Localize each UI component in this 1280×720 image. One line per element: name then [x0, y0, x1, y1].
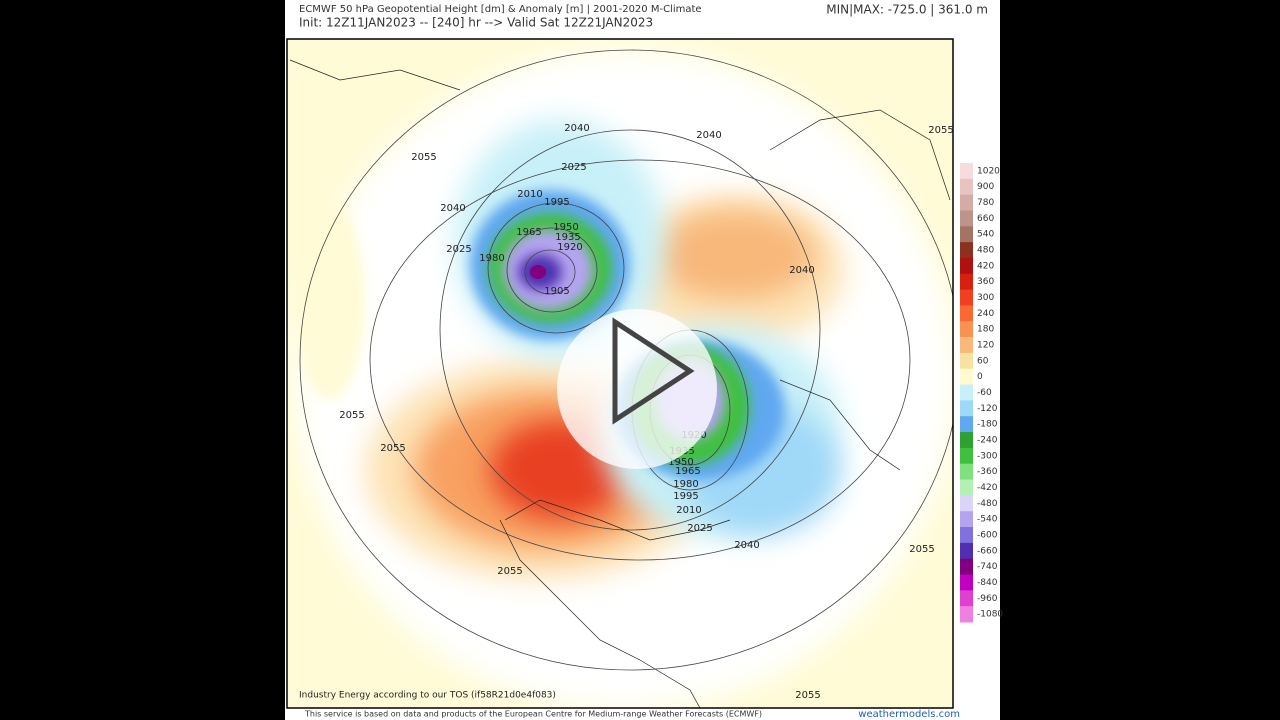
- colorbar-swatch: [960, 606, 973, 623]
- contour-label: 2010: [676, 505, 701, 516]
- colorbar-label: 360: [977, 277, 994, 287]
- colorbar-label: 180: [977, 325, 994, 335]
- contour-label: 2010: [517, 189, 542, 200]
- contour-label: 1980: [673, 479, 698, 490]
- contour-label: 2040: [789, 265, 814, 276]
- colorbar-swatch: [960, 511, 973, 528]
- colorbar-label: 660: [977, 214, 994, 224]
- colorbar-swatch: [960, 558, 973, 576]
- colorbar-swatch: [960, 163, 973, 180]
- colorbar-label: -300: [977, 451, 998, 461]
- contour-label: 2040: [440, 203, 465, 214]
- watermark: Industry Energy according to our TOS (if…: [299, 691, 556, 701]
- colorbar-swatch: [960, 432, 973, 449]
- colorbar-swatch: [960, 590, 973, 607]
- colorbar-swatch: [960, 400, 973, 417]
- colorbar-label: -540: [977, 515, 998, 525]
- contour-label: 2055: [795, 690, 820, 701]
- contour-label: 2040: [696, 130, 721, 141]
- contour-label: 1965: [516, 227, 541, 238]
- contour-label: 1935: [555, 232, 580, 243]
- contour-label: 1905: [544, 286, 569, 297]
- contour-label: 1950: [668, 457, 693, 468]
- colorbar-swatch: [960, 447, 973, 465]
- colorbar-swatch: [960, 178, 973, 196]
- colorbar-label: 480: [977, 246, 994, 256]
- colorbar-label: 780: [977, 198, 994, 208]
- colorbar-label: -840: [977, 578, 998, 588]
- contour-label: 1920: [557, 242, 582, 253]
- colorbar-swatch: [960, 337, 973, 354]
- colorbar-swatch: [960, 194, 973, 211]
- colorbar-swatch: [960, 305, 973, 322]
- contour-label: 2055: [909, 544, 934, 555]
- contour-label: 2025: [561, 162, 586, 173]
- colorbar-label: 900: [977, 182, 994, 192]
- colorbar-label: 1020: [977, 166, 1000, 176]
- colorbar-label: -240: [977, 435, 998, 445]
- colorbar-label: -600: [977, 530, 998, 540]
- data-notice: This service is based on data and produc…: [304, 710, 762, 719]
- colorbar: 1020 900 780 660 540 480 420 360 300 240 180 120 60 0…: [960, 163, 1003, 623]
- colorbar-label: 120: [977, 341, 994, 351]
- contour-label: 2055: [928, 125, 953, 136]
- colorbar-swatch: [960, 479, 973, 496]
- contour-label: 2025: [446, 244, 471, 255]
- contour-label: 2055: [380, 443, 405, 454]
- colorbar-label: -120: [977, 404, 998, 414]
- colorbar-swatch: [960, 226, 973, 243]
- map-subtitle: Init: 12Z11JAN2023 -- [240] hr --> Valid…: [299, 16, 653, 30]
- contour-label: 2025: [687, 523, 712, 534]
- colorbar-label: 0: [977, 372, 983, 382]
- colorbar-swatch: [960, 495, 973, 512]
- colorbar-label: 540: [977, 230, 994, 240]
- contour-label: 1995: [673, 491, 698, 502]
- colorbar-label: -180: [977, 420, 998, 430]
- colorbar-label: -480: [977, 499, 998, 509]
- contour-label: 1995: [544, 197, 569, 208]
- colorbar-label: 60: [977, 356, 989, 366]
- contour-label: 1950: [553, 222, 578, 233]
- contour-label: 2055: [339, 410, 364, 421]
- colorbar-label: -420: [977, 483, 998, 493]
- colorbar-swatch: [960, 321, 973, 338]
- contour-label: 2040: [734, 540, 759, 551]
- colorbar-swatch: [960, 574, 973, 591]
- colorbar-label: 420: [977, 261, 994, 271]
- colorbar-swatch: [960, 242, 973, 259]
- colorbar-swatch: [960, 384, 973, 401]
- colorbar-label: -360: [977, 467, 998, 477]
- play-button[interactable]: [557, 309, 717, 469]
- colorbar-label: -60: [977, 388, 992, 398]
- contour-label: 1980: [479, 253, 504, 264]
- play-circle[interactable]: [557, 309, 717, 469]
- colorbar-label: 300: [977, 293, 994, 303]
- contour-label: 2055: [497, 566, 522, 577]
- colorbar-swatch: [960, 273, 973, 291]
- colorbar-swatch: [960, 289, 973, 306]
- min-max: MIN|MAX: -725.0 | 361.0 m: [826, 3, 988, 17]
- colorbar-swatch: [960, 352, 973, 370]
- colorbar-swatch: [960, 542, 973, 560]
- contour-label: 2055: [411, 152, 436, 163]
- colorbar-swatch: [960, 210, 973, 227]
- colorbar-label: -740: [977, 562, 998, 572]
- brand: weathermodels.com: [858, 709, 960, 720]
- colorbar-label: -1080: [977, 610, 1003, 620]
- colorbar-label: 240: [977, 309, 994, 319]
- contour-label: 2040: [564, 123, 589, 134]
- colorbar-swatch: [960, 368, 973, 386]
- map-title: ECMWF 50 hPa Geopotential Height [dm] & …: [299, 4, 702, 15]
- colorbar-label: -960: [977, 594, 998, 604]
- colorbar-swatch: [960, 416, 973, 433]
- play-icon[interactable]: [612, 317, 695, 425]
- contour-label: 1965: [675, 466, 700, 477]
- map-frame: [286, 38, 954, 709]
- colorbar-label: -660: [977, 546, 998, 556]
- colorbar-swatch: [960, 463, 973, 481]
- colorbar-swatch: [960, 257, 973, 275]
- colorbar-swatch: [960, 527, 973, 544]
